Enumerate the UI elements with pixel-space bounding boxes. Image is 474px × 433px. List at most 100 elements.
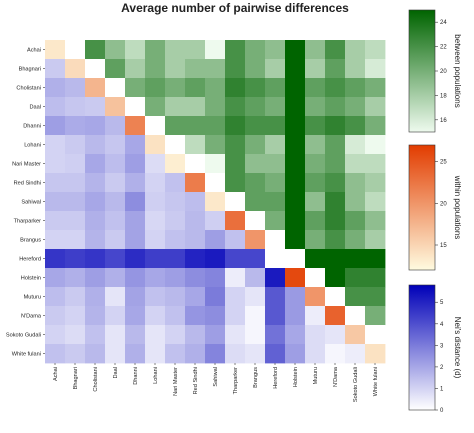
heatmap-cell [365, 306, 386, 326]
heatmap-cell [65, 78, 86, 98]
heatmap-cell [285, 173, 306, 193]
row-label: Muturu [24, 295, 41, 301]
row-label: Dhanni [23, 124, 41, 130]
heatmap-cell [305, 249, 326, 269]
column-label: Lohani [153, 367, 159, 384]
heatmap-cell [45, 211, 66, 231]
heatmap-cell [125, 211, 146, 231]
heatmap-cell [145, 135, 166, 155]
heatmap-cell [305, 192, 326, 212]
heatmap-cell [245, 173, 266, 193]
heatmap-cell [85, 344, 106, 364]
row-label: Nari Master [12, 162, 41, 168]
heatmap-cell [65, 40, 86, 60]
heatmap-cell [85, 173, 106, 193]
heatmap-cell [365, 135, 386, 155]
heatmap-cell [285, 268, 306, 288]
heatmap-cell [165, 192, 186, 212]
row-label: Hereford [19, 257, 41, 263]
heatmap-cell [205, 306, 226, 326]
column-label: Red Sindhi [193, 367, 199, 394]
heatmap-cell [245, 59, 266, 79]
heatmap-cell [185, 230, 206, 250]
heatmap-cell [185, 211, 206, 231]
heatmap-cell [185, 268, 206, 288]
heatmap-cell [85, 230, 106, 250]
heatmap-cell [45, 59, 66, 79]
heatmap-cell [105, 40, 126, 60]
heatmap-cell [285, 135, 306, 155]
heatmap-cell [265, 287, 286, 307]
heatmap-cell [105, 97, 126, 117]
heatmap-cell [325, 249, 346, 269]
heatmap-cell [305, 135, 326, 155]
heatmap-cell [165, 135, 186, 155]
heatmap-cell [345, 230, 366, 250]
heatmap-cell [205, 344, 226, 364]
heatmap-cell [125, 306, 146, 326]
heatmap-cell [85, 192, 106, 212]
heatmap-cell [345, 116, 366, 136]
heatmap-cell [305, 325, 326, 345]
heatmap-cell [85, 211, 106, 231]
column-label: Hereford [273, 367, 279, 389]
heatmap-cell [265, 154, 286, 174]
heatmap-cell [245, 325, 266, 345]
heatmap-cell [125, 173, 146, 193]
heatmap-cell [65, 97, 86, 117]
heatmap-cell [125, 192, 146, 212]
heatmap-cell [225, 230, 246, 250]
heatmap-cell [45, 287, 66, 307]
heatmap-cell [305, 306, 326, 326]
heatmap-cell [345, 135, 366, 155]
heatmap-cell [365, 154, 386, 174]
heatmap-cell [185, 59, 206, 79]
column-label: White fulani [373, 367, 379, 396]
heatmap-cell [325, 268, 346, 288]
heatmap-cell [165, 59, 186, 79]
heatmap-cell [285, 306, 306, 326]
heatmap-cell [225, 78, 246, 98]
heatmap-cell [85, 59, 106, 79]
heatmap-cell [145, 192, 166, 212]
heatmap-cell [285, 97, 306, 117]
heatmap-cell [345, 211, 366, 231]
colorbar-nei [408, 284, 436, 411]
heatmap-cell [365, 97, 386, 117]
heatmap-cell [65, 230, 86, 250]
heatmap-cell [185, 192, 206, 212]
heatmap-cell [185, 78, 206, 98]
heatmap-cell [125, 40, 146, 60]
heatmap-cell [45, 173, 66, 193]
colorbar-tick-label: 1 [440, 386, 444, 392]
row-label: Daal [29, 105, 41, 111]
heatmap-cell [105, 268, 126, 288]
heatmap-cell [325, 344, 346, 364]
heatmap-cell [285, 192, 306, 212]
heatmap-cell [325, 325, 346, 345]
heatmap-cell [125, 135, 146, 155]
heatmap-cell [145, 344, 166, 364]
heatmap-cell [205, 97, 226, 117]
heatmap-cell [145, 116, 166, 136]
heatmap-cell [265, 116, 286, 136]
colorbar-tick-label: 25 [440, 160, 447, 166]
heatmap-cell [45, 192, 66, 212]
heatmap-cell [325, 287, 346, 307]
heatmap-cell [165, 211, 186, 231]
heatmap-cell [225, 211, 246, 231]
heatmap-cell [105, 287, 126, 307]
heatmap-cell [185, 135, 206, 155]
heatmap-cell [145, 249, 166, 269]
heatmap-cell [45, 325, 66, 345]
heatmap-cell [365, 230, 386, 250]
row-label: White fulani [12, 352, 41, 358]
row-label: Holstein [21, 276, 41, 282]
heatmap-cell [125, 97, 146, 117]
column-label: Sokoto Gudali [353, 367, 359, 402]
heatmap-cell [285, 116, 306, 136]
heatmap-cell [285, 211, 306, 231]
colorbar-tick-label: 15 [440, 243, 447, 249]
heatmap-cell [165, 173, 186, 193]
heatmap-cell [65, 135, 86, 155]
